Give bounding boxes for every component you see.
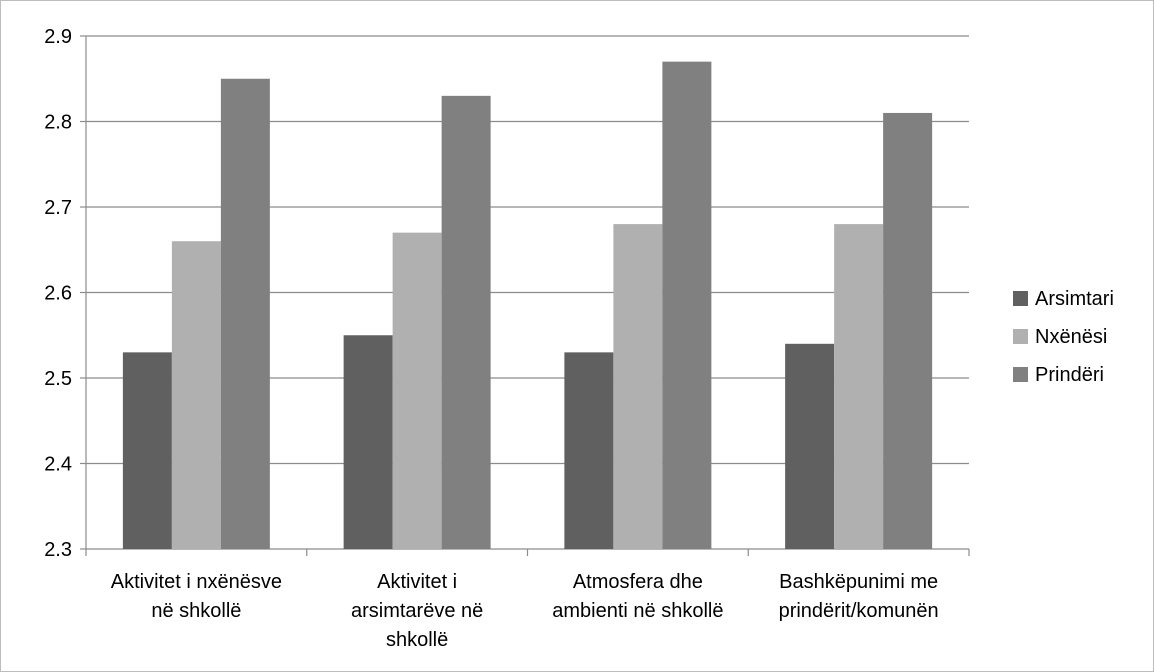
x-category-label: Aktivitet i bbox=[377, 571, 457, 593]
legend-label-arsimtari: Arsimtari bbox=[1035, 288, 1114, 310]
x-category-label: ambienti në shkollë bbox=[552, 600, 723, 622]
legend-label-nxënësi: Nxënësi bbox=[1035, 326, 1107, 348]
legend-label-prindëri: Prindëri bbox=[1035, 364, 1104, 386]
x-category-label: prindërit/komunën bbox=[779, 600, 939, 622]
x-category-label: Bashkëpunimi me bbox=[779, 571, 938, 593]
x-category-label: arsimtarëve në bbox=[351, 600, 483, 622]
y-tick-labels: 2.3 2.4 2.5 2.6 2.7 2.8 2.9 bbox=[44, 26, 72, 561]
x-category-labels: Aktivitet i nxënësve në shkollë Aktivitet … bbox=[111, 571, 939, 651]
bar-prindëri-1 bbox=[220, 78, 270, 549]
bar-arsimtari-1 bbox=[122, 352, 172, 549]
legend: Arsimtari Nxënësi Prindëri bbox=[1013, 288, 1114, 386]
bar-nxënësi-2 bbox=[392, 232, 442, 549]
x-category-label: Aktivitet i nxënësve bbox=[111, 571, 282, 593]
y-tick-label: 2.5 bbox=[44, 368, 72, 390]
y-tick-label: 2.3 bbox=[44, 539, 72, 561]
x-category-label: Atmosfera dhe bbox=[573, 571, 703, 593]
y-tick-label: 2.9 bbox=[44, 26, 72, 48]
bar-arsimtari-2 bbox=[343, 335, 393, 549]
y-tick-label: 2.6 bbox=[44, 283, 72, 305]
bar-prindëri-4 bbox=[883, 112, 933, 549]
bar-nxënësi-4 bbox=[834, 224, 884, 549]
x-category-label: shkollë bbox=[386, 629, 448, 651]
x-category-label: në shkollë bbox=[151, 600, 241, 622]
y-tick-label: 2.4 bbox=[44, 454, 72, 476]
legend-swatch-nxënësi bbox=[1013, 329, 1028, 344]
bar-nxënësi-3 bbox=[613, 224, 663, 549]
bars bbox=[122, 61, 933, 550]
bar-arsimtari-3 bbox=[564, 352, 614, 549]
bar-prindëri-2 bbox=[441, 95, 491, 549]
legend-swatch-prindëri bbox=[1013, 367, 1028, 382]
y-tick-label: 2.7 bbox=[44, 197, 72, 219]
bar-arsimtari-4 bbox=[785, 343, 835, 549]
legend-swatch-arsimtari bbox=[1013, 291, 1028, 306]
bar-nxënësi-1 bbox=[171, 241, 221, 549]
bar-prindëri-3 bbox=[662, 61, 712, 550]
y-tick-label: 2.8 bbox=[44, 112, 72, 134]
